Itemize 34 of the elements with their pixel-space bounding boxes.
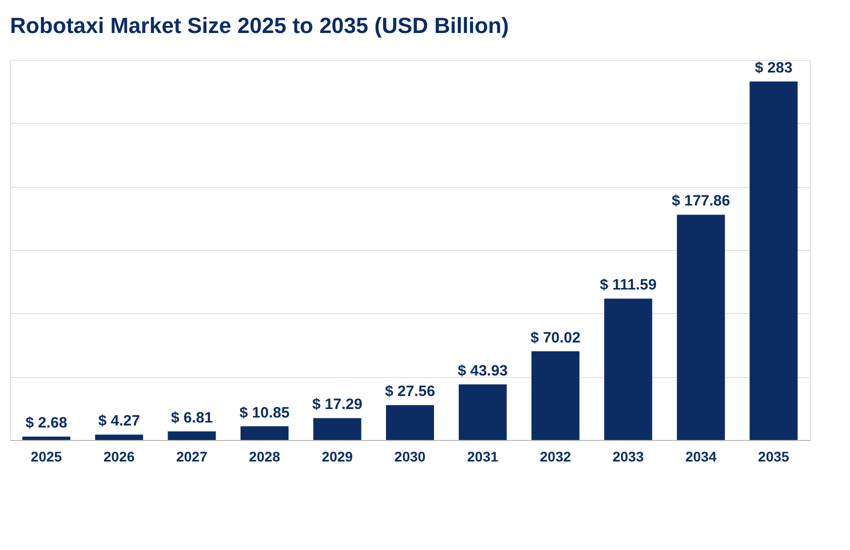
data-label: $ 4.27 [98, 412, 140, 430]
data-label: $ 70.02 [530, 329, 580, 346]
data-label: $ 10.85 [240, 404, 290, 422]
data-label: $ 6.81 [170, 409, 213, 426]
data-label: $ 17.29 [312, 396, 362, 414]
bar [531, 351, 580, 440]
x-tick-label: 2034 [685, 448, 717, 464]
x-tick-label: 2033 [612, 448, 644, 464]
bar [168, 431, 216, 440]
bar [240, 426, 289, 440]
x-tick-label: 2027 [176, 448, 208, 464]
bar [676, 214, 725, 440]
x-tick-label: 2030 [394, 448, 426, 464]
x-tick-label: 2026 [104, 448, 135, 464]
data-label: $ 177.86 [672, 192, 730, 210]
bar [95, 434, 144, 440]
x-tick-label: 2035 [758, 448, 790, 464]
x-tick-label: 2028 [248, 448, 280, 464]
bar [750, 82, 798, 440]
bar [22, 436, 70, 440]
bar [313, 418, 362, 440]
x-tick-label: 2032 [540, 448, 572, 464]
chart-title: Robotaxi Market Size 2025 to 2035 (USD Billion) [10, 13, 509, 38]
x-tick-label: 2029 [322, 448, 354, 464]
bar [386, 405, 434, 440]
data-label: $ 111.59 [600, 276, 657, 294]
data-label: $ 43.93 [458, 362, 508, 380]
bar [604, 298, 652, 440]
data-label: $ 27.56 [384, 383, 436, 400]
x-tick-label: 2025 [30, 448, 62, 464]
x-tick-label: 2031 [467, 448, 499, 464]
bar [458, 384, 507, 440]
data-label: $ 283 [754, 60, 792, 77]
data-label: $ 2.68 [26, 414, 68, 432]
